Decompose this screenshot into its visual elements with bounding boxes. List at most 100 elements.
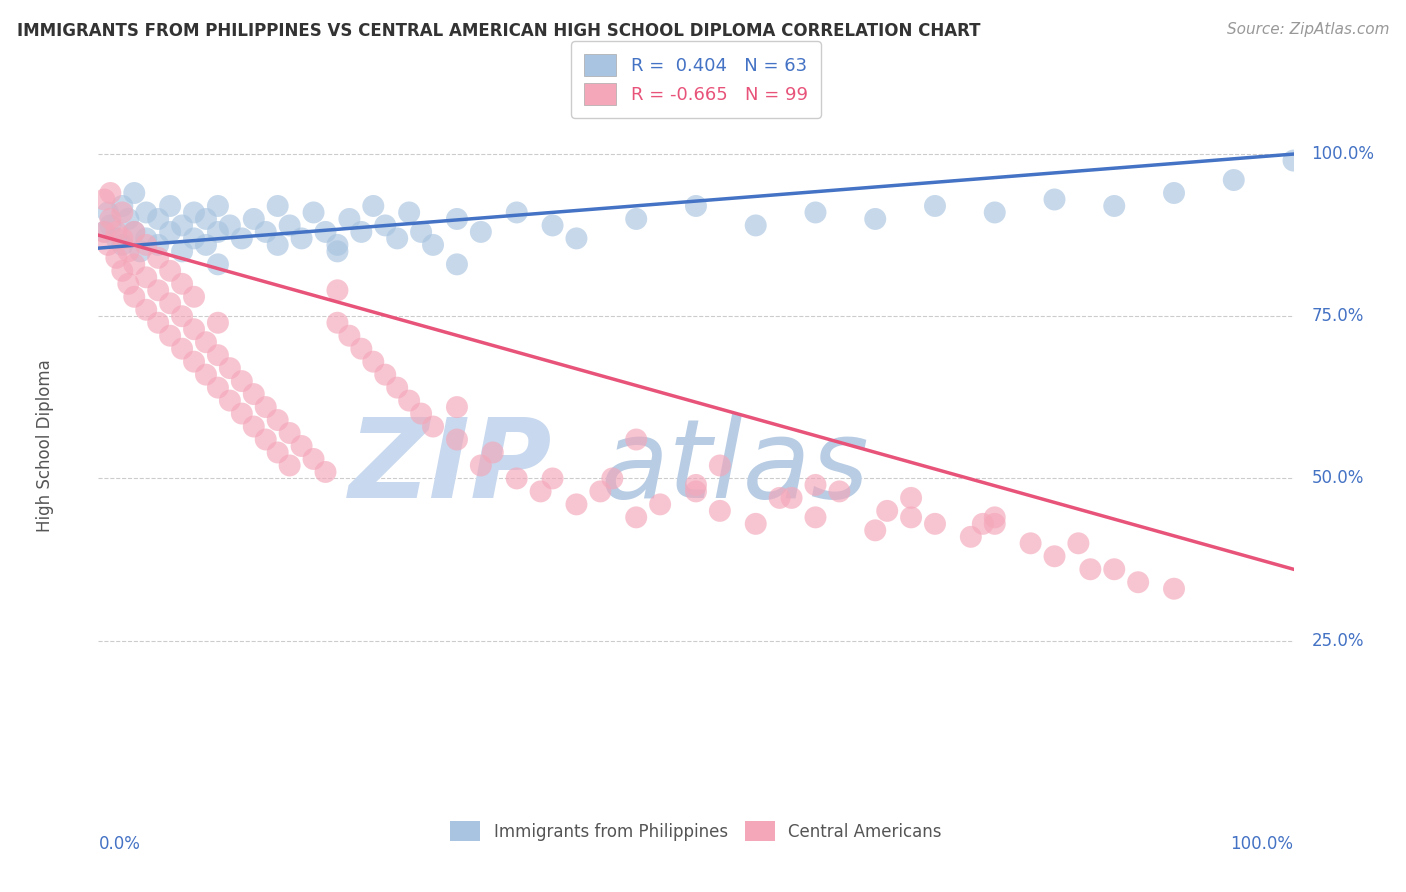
Text: IMMIGRANTS FROM PHILIPPINES VS CENTRAL AMERICAN HIGH SCHOOL DIPLOMA CORRELATION : IMMIGRANTS FROM PHILIPPINES VS CENTRAL A… [17, 22, 980, 40]
Point [111, 264, 134, 278]
Point [267, 445, 290, 459]
Point [98, 219, 122, 233]
Text: 25.0%: 25.0% [1312, 632, 1364, 649]
Point [117, 211, 139, 226]
Point [1163, 186, 1185, 200]
Point [231, 374, 253, 388]
Point [124, 257, 146, 271]
Point [278, 425, 301, 440]
Point [219, 393, 242, 408]
Point [745, 516, 768, 531]
Point [648, 497, 672, 511]
Point [254, 400, 277, 414]
Point [626, 433, 648, 447]
Point [1104, 562, 1126, 576]
Point [105, 225, 128, 239]
Point [385, 231, 409, 245]
Point [385, 381, 409, 395]
Point [709, 504, 731, 518]
Point [541, 219, 564, 233]
Point [302, 205, 325, 219]
Text: ZIP: ZIP [349, 414, 553, 521]
Text: 75.0%: 75.0% [1312, 307, 1364, 326]
Point [1128, 575, 1150, 590]
Point [530, 484, 553, 499]
Point [97, 238, 120, 252]
Point [207, 225, 229, 239]
Point [984, 205, 1007, 219]
Point [93, 225, 115, 239]
Point [291, 231, 314, 245]
Point [254, 433, 277, 447]
Point [984, 510, 1007, 524]
Point [804, 478, 827, 492]
Point [1282, 153, 1305, 168]
Point [148, 316, 170, 330]
Point [105, 231, 128, 245]
Legend: Immigrants from Philippines, Central Americans: Immigrants from Philippines, Central Ame… [444, 814, 948, 848]
Point [159, 225, 181, 239]
Point [865, 524, 887, 538]
Point [111, 199, 134, 213]
Point [541, 471, 564, 485]
Text: 50.0%: 50.0% [1312, 469, 1364, 487]
Point [350, 342, 373, 356]
Point [1223, 173, 1246, 187]
Point [93, 225, 115, 239]
Point [231, 231, 253, 245]
Point [159, 328, 181, 343]
Point [446, 211, 468, 226]
Point [685, 484, 707, 499]
Point [315, 225, 337, 239]
Point [124, 186, 146, 200]
Point [565, 231, 588, 245]
Point [231, 407, 253, 421]
Point [219, 361, 242, 376]
Point [350, 225, 373, 239]
Point [1163, 582, 1185, 596]
Point [195, 238, 218, 252]
Point [685, 478, 707, 492]
Point [267, 199, 290, 213]
Point [254, 225, 277, 239]
Point [339, 328, 361, 343]
Point [900, 491, 922, 505]
Point [195, 211, 218, 226]
Point [411, 407, 433, 421]
Point [363, 199, 385, 213]
Point [267, 413, 290, 427]
Point [219, 219, 242, 233]
Point [339, 211, 361, 226]
Text: 100.0%: 100.0% [1230, 835, 1294, 853]
Point [207, 348, 229, 362]
Point [159, 264, 181, 278]
Point [97, 205, 120, 219]
Point [924, 516, 946, 531]
Point [374, 368, 396, 382]
Text: Source: ZipAtlas.com: Source: ZipAtlas.com [1226, 22, 1389, 37]
Text: 0.0%: 0.0% [98, 835, 141, 853]
Point [98, 211, 122, 226]
Point [135, 231, 157, 245]
Text: 100.0%: 100.0% [1312, 145, 1375, 163]
Point [172, 342, 194, 356]
Point [398, 393, 420, 408]
Point [506, 205, 529, 219]
Point [422, 419, 444, 434]
Point [924, 199, 946, 213]
Point [446, 433, 468, 447]
Point [326, 244, 349, 259]
Point [172, 277, 194, 291]
Point [243, 387, 266, 401]
Point [111, 205, 134, 219]
Point [1019, 536, 1042, 550]
Point [159, 199, 181, 213]
Point [470, 225, 492, 239]
Point [470, 458, 492, 473]
Text: atlas: atlas [600, 414, 869, 521]
Point [117, 244, 139, 259]
Point [589, 484, 612, 499]
Point [1080, 562, 1102, 576]
Point [135, 238, 157, 252]
Point [828, 484, 851, 499]
